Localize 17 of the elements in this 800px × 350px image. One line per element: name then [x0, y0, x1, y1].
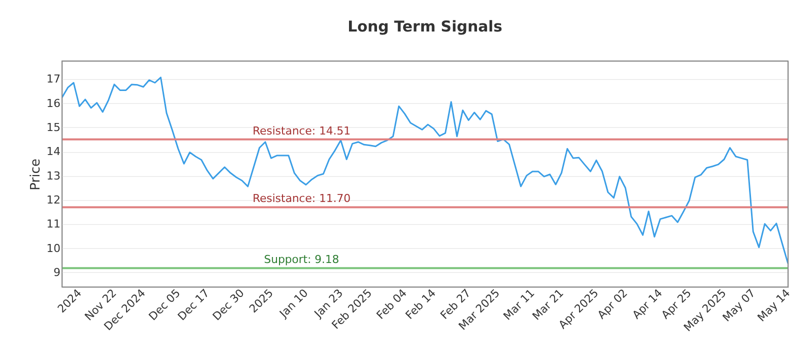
line-series [61, 76, 789, 264]
x-tick-label: Jan 10 [276, 286, 311, 321]
y-tick-label: 13 [46, 169, 60, 182]
y-tick-label: 17 [46, 72, 60, 86]
y-tick-label: 16 [46, 96, 60, 110]
ref-line-label: Resistance: 14.51 [252, 124, 351, 138]
ref-line-label: Support: 9.18 [264, 253, 340, 266]
x-tick-label: Dec 30 [210, 286, 247, 324]
chart-title: Long Term Signals [348, 18, 502, 36]
y-tick-label: 15 [46, 120, 60, 134]
y-tick-label: 10 [46, 242, 60, 255]
y-tick-label: 11 [46, 218, 60, 231]
y-axis-title: Price [28, 158, 44, 190]
y-tick-label: 14 [46, 145, 60, 158]
y-tick-label: 12 [46, 193, 60, 206]
ref-line-label: Resistance: 11.70 [252, 192, 351, 206]
y-tick-label: 9 [54, 266, 60, 279]
